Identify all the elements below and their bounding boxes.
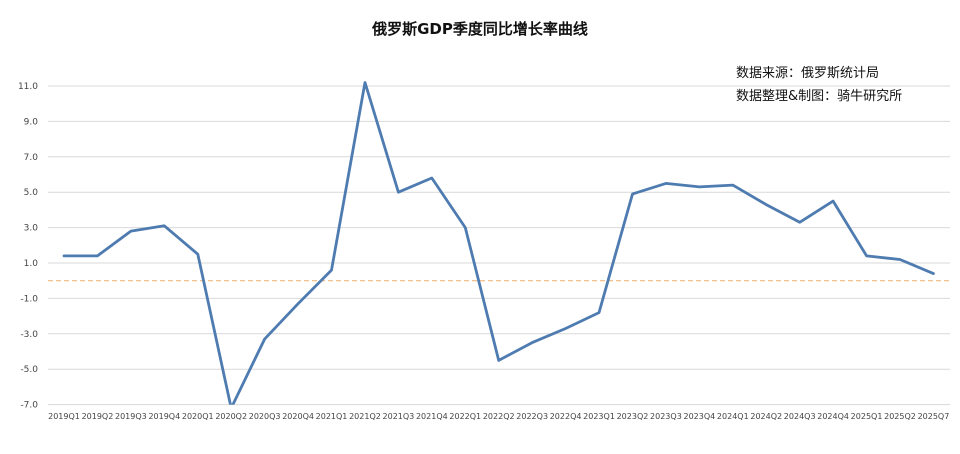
x-tick-label: 2019Q2 xyxy=(82,412,114,421)
x-tick-label: 2022Q2 xyxy=(483,412,515,421)
y-tick-label: 3.0 xyxy=(24,224,39,234)
x-tick-label: 2024Q1 xyxy=(717,412,749,421)
x-tick-label: 2020Q2 xyxy=(215,412,247,421)
x-tick-label: 2023Q2 xyxy=(617,412,649,421)
x-tick-label: 2019Q4 xyxy=(148,412,180,421)
x-tick-label: 2025Q1 xyxy=(851,412,883,421)
x-tick-label: 2025Q2 xyxy=(884,412,916,421)
x-tick-label: 2020Q4 xyxy=(282,412,314,421)
x-tick-label: 2023Q1 xyxy=(583,412,615,421)
x-tick-label: 2021Q4 xyxy=(416,412,448,421)
x-tick-label: 2019Q1 xyxy=(48,412,80,421)
y-tick-label: 5.0 xyxy=(24,188,39,198)
x-tick-label: 2023Q3 xyxy=(650,412,682,421)
x-tick-label: 2020Q3 xyxy=(249,412,281,421)
x-tick-label: 2021Q2 xyxy=(349,412,381,421)
y-tick-label: -1.0 xyxy=(20,294,38,304)
x-tick-label: 2022Q4 xyxy=(550,412,582,421)
y-tick-label: 7.0 xyxy=(24,153,39,163)
x-tick-label: 2019Q3 xyxy=(115,412,147,421)
x-tick-label: 2022Q3 xyxy=(516,412,548,421)
chart-credit-note: 数据整理&制图：骑牛研究所 xyxy=(736,89,903,104)
data-source-note: 数据来源：俄罗斯统计局 xyxy=(736,66,880,81)
y-tick-label: 9.0 xyxy=(24,117,39,127)
x-tick-label: 2023Q4 xyxy=(683,412,715,421)
x-tick-label: 2024Q2 xyxy=(750,412,782,421)
chart-title: 俄罗斯GDP季度同比增长率曲线 xyxy=(372,20,588,38)
y-tick-label: -3.0 xyxy=(20,330,38,340)
y-tick-label: 1.0 xyxy=(24,259,39,269)
x-tick-label: 2021Q1 xyxy=(316,412,348,421)
x-tick-label: 2025Q7 xyxy=(918,412,950,421)
x-tick-label: 2022Q1 xyxy=(449,412,481,421)
y-tick-label: -5.0 xyxy=(20,365,38,375)
x-tick-label: 2024Q3 xyxy=(784,412,816,421)
gdp-growth-series-line xyxy=(62,81,935,405)
y-tick-label: -7.0 xyxy=(20,401,38,411)
x-tick-label: 2021Q3 xyxy=(383,412,415,421)
x-tick-label: 2020Q1 xyxy=(182,412,214,421)
x-tick-label: 2024Q4 xyxy=(817,412,849,421)
y-tick-label: 11.0 xyxy=(18,82,38,92)
